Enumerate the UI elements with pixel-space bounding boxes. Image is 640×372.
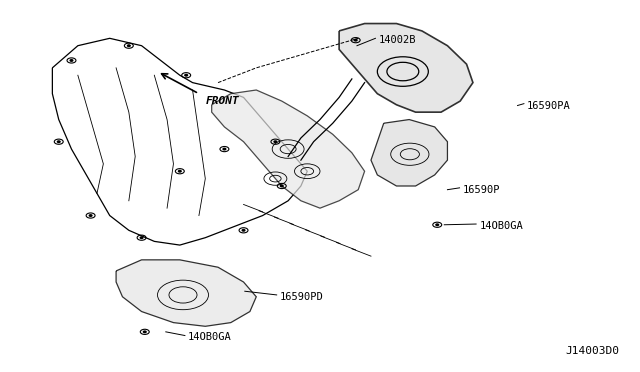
Circle shape xyxy=(280,185,283,187)
Circle shape xyxy=(58,141,60,142)
PathPatch shape xyxy=(212,90,365,208)
Circle shape xyxy=(242,230,245,231)
Circle shape xyxy=(127,45,130,46)
Circle shape xyxy=(179,170,181,172)
Text: 16590PA: 16590PA xyxy=(527,100,571,110)
Circle shape xyxy=(89,215,92,216)
Circle shape xyxy=(355,39,357,41)
Text: J14003D0: J14003D0 xyxy=(566,346,620,356)
Circle shape xyxy=(436,224,438,225)
Text: 14OB0GA: 14OB0GA xyxy=(479,221,523,231)
Circle shape xyxy=(70,60,73,61)
Circle shape xyxy=(185,74,188,76)
Text: 16590PD: 16590PD xyxy=(280,292,324,302)
Circle shape xyxy=(223,148,226,150)
Text: 16590P: 16590P xyxy=(463,185,500,195)
PathPatch shape xyxy=(339,23,473,112)
Text: 14OB0GA: 14OB0GA xyxy=(188,332,232,342)
Circle shape xyxy=(274,141,276,142)
PathPatch shape xyxy=(116,260,256,326)
Circle shape xyxy=(140,237,143,238)
Circle shape xyxy=(143,331,146,333)
Text: 14002B: 14002B xyxy=(379,35,416,45)
PathPatch shape xyxy=(371,119,447,186)
Text: FRONT: FRONT xyxy=(205,96,239,106)
